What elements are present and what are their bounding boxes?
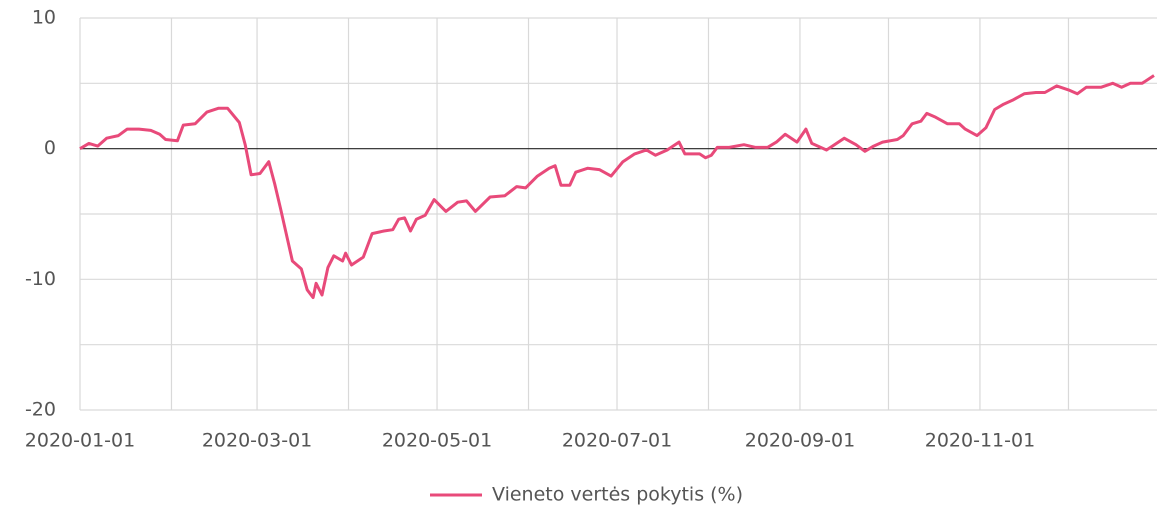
legend-label: Vieneto vertės pokytis (%) (492, 484, 743, 506)
x-tick-label: 2020-03-01 (202, 430, 312, 452)
y-tick-label: 0 (44, 137, 56, 159)
x-tick-label: 2020-05-01 (382, 430, 492, 452)
x-tick-label: 2020-11-01 (925, 430, 1035, 452)
y-tick-label: 10 (32, 7, 56, 29)
x-tick-label: 2020-07-01 (562, 430, 672, 452)
y-tick-label: -10 (25, 268, 56, 290)
data-line (79, 74, 1155, 300)
y-tick-label: -20 (25, 399, 56, 421)
x-tick-label: 2020-01-01 (25, 430, 135, 452)
x-tick-label: 2020-09-01 (745, 430, 855, 452)
